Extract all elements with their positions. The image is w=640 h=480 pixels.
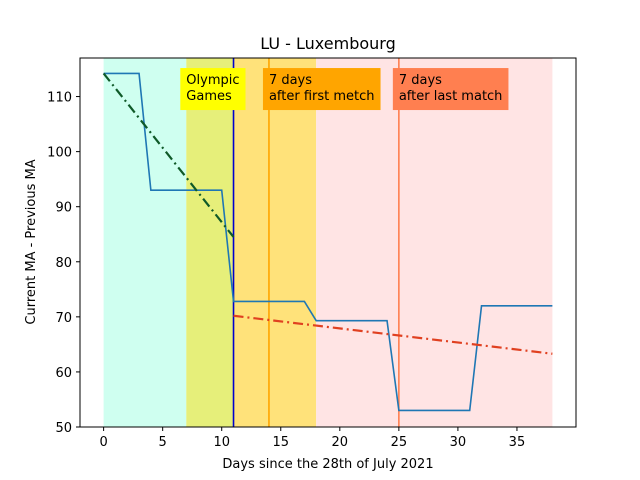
- x-tick-label: 5: [159, 435, 167, 450]
- x-tick-label: 20: [332, 435, 349, 450]
- vlines-layer: [232, 58, 400, 427]
- annotation-text-0-0: Olympic: [186, 73, 239, 88]
- y-tick-label: 100: [47, 146, 72, 161]
- x-tick-label: 35: [509, 435, 526, 450]
- annotation-box-2: [392, 68, 509, 111]
- y-tick-label: 80: [55, 256, 72, 271]
- trend-line-1: [102, 72, 235, 238]
- annotation-text-2-1: after last match: [399, 89, 503, 104]
- series-layer: [102, 72, 553, 412]
- annotation-box-0: [180, 68, 246, 111]
- x-axis-ticks: 0 5 10 15 20 25 30 35: [99, 427, 525, 450]
- series-line: [103, 72, 553, 412]
- spans-layer: [103, 58, 553, 427]
- x-axis-label: Days since the 28th of July 2021: [222, 457, 433, 472]
- y-tick-label: 50: [55, 421, 72, 436]
- annotation-text-1-0: 7 days: [269, 73, 312, 88]
- annotation-text-2-0: 7 days: [399, 73, 442, 88]
- plot-frame: [79, 57, 577, 428]
- x-tick-label: 25: [391, 435, 408, 450]
- y-axis-label: Current MA - Previous MA: [24, 159, 39, 324]
- y-tick-label: 90: [55, 201, 72, 216]
- annotation-text-1-1: after first metch: [269, 89, 375, 104]
- y-tick-label: 60: [55, 366, 72, 381]
- period-span-3: [316, 58, 553, 427]
- period-span-1: [186, 58, 234, 427]
- annotation-text-0-1: Games: [186, 89, 232, 104]
- y-axis-ticks: 50 60 70 80 90 100 110: [47, 91, 80, 436]
- x-tick-label: 15: [272, 435, 289, 450]
- x-tick-label: 0: [99, 435, 107, 450]
- x-tick-label: 30: [450, 435, 467, 450]
- annotation-box-1: [262, 68, 381, 111]
- period-span-2: [233, 58, 317, 427]
- period-span-0: [103, 58, 187, 427]
- chart-title: LU - Luxembourg: [260, 34, 396, 53]
- y-tick-label: 110: [47, 91, 72, 106]
- x-tick-label: 10: [213, 435, 230, 450]
- y-tick-label: 70: [55, 311, 72, 326]
- trend-line-2: [233, 314, 553, 355]
